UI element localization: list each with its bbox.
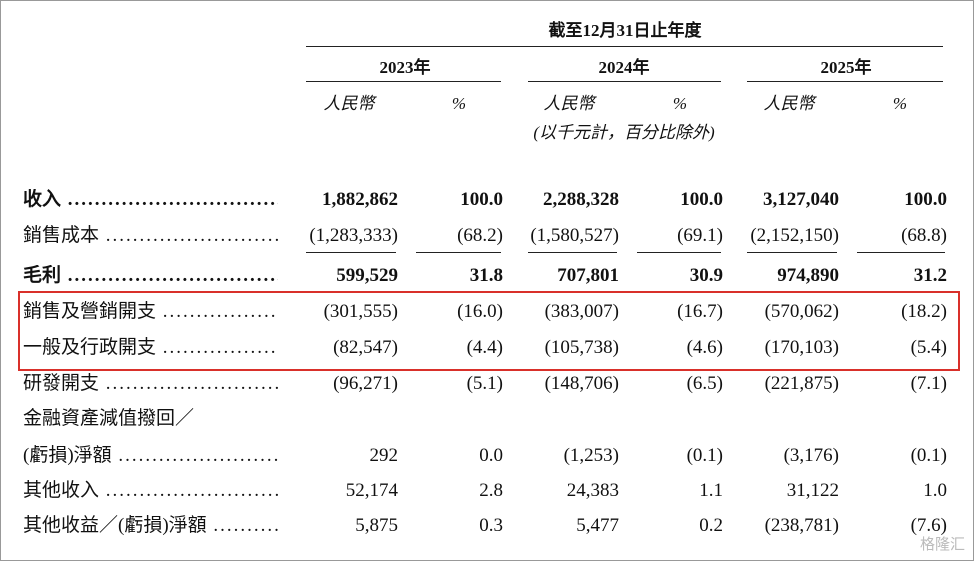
highlight-box: [18, 291, 960, 371]
rule: [416, 252, 501, 253]
cell: 0.0: [479, 445, 503, 466]
watermark: 格隆汇: [919, 535, 965, 553]
percent-header: %: [451, 94, 467, 113]
cell: (4.6): [686, 337, 723, 358]
rule: [747, 81, 943, 82]
cell: (6.5): [686, 373, 723, 394]
cell: (1,283,333): [309, 225, 398, 246]
cell: (2,152,150): [750, 225, 839, 246]
year-header: 2023年: [379, 58, 431, 77]
rule: [747, 252, 837, 253]
cell: (7.1): [910, 373, 947, 394]
cell: 24,383: [566, 480, 619, 501]
cell: 5,875: [355, 515, 398, 536]
cell: (16.0): [457, 301, 503, 322]
rule: [637, 252, 721, 253]
row-label: 毛利: [23, 265, 278, 287]
cell: 1,882,862: [322, 189, 398, 210]
year-header: 2025年: [820, 58, 872, 77]
cell: (4.4): [466, 337, 503, 358]
currency-header: 人民幣: [323, 94, 375, 113]
cell: 3,127,040: [763, 189, 839, 210]
cell: (105,738): [544, 337, 619, 358]
rule: [528, 81, 721, 82]
cell: (82,547): [333, 337, 398, 358]
cell: (7.6): [910, 515, 947, 536]
cell: 31.8: [469, 265, 503, 286]
row-label: 研發開支: [23, 373, 278, 395]
row-label: 一般及行政開支: [23, 337, 278, 359]
cell: (0.1): [686, 445, 723, 466]
cell: (5.4): [910, 337, 947, 358]
rule: [306, 252, 396, 253]
cell: (301,555): [323, 301, 398, 322]
cell: 2,288,328: [543, 189, 619, 210]
cell: (69.1): [677, 225, 723, 246]
cell: (16.7): [677, 301, 723, 322]
cell: 599,529: [336, 265, 398, 286]
cell: 30.9: [689, 265, 723, 286]
cell: 100.0: [460, 189, 503, 210]
unit-note: (以千元計，百分比除外): [533, 123, 715, 142]
row-label: 其他收益／(虧損)淨額: [23, 515, 278, 537]
cell: (3,176): [783, 445, 839, 466]
percent-header: %: [672, 94, 688, 113]
rule: [306, 46, 943, 47]
cell: 974,890: [777, 265, 839, 286]
cell: (5.1): [466, 373, 503, 394]
cell: (221,875): [764, 373, 839, 394]
rule: [306, 81, 501, 82]
rule: [528, 252, 617, 253]
cell: (0.1): [910, 445, 947, 466]
rule: [857, 252, 945, 253]
row-label: 銷售成本: [23, 225, 278, 247]
cell: (570,062): [764, 301, 839, 322]
cell: 0.2: [699, 515, 723, 536]
cell: 31.2: [913, 265, 947, 286]
currency-header: 人民幣: [543, 94, 595, 113]
year-header: 2024年: [598, 58, 650, 77]
cell: 0.3: [479, 515, 503, 536]
cell: (148,706): [544, 373, 619, 394]
row-label: 銷售及營銷開支: [23, 301, 278, 323]
row-label: 其他收入: [23, 480, 278, 502]
cell: 100.0: [904, 189, 947, 210]
cell: (18.2): [901, 301, 947, 322]
cell: 1.0: [923, 480, 947, 501]
cell: (238,781): [764, 515, 839, 536]
cell: 52,174: [345, 480, 398, 501]
cell: (96,271): [333, 373, 398, 394]
cell: 1.1: [699, 480, 723, 501]
cell: (68.8): [901, 225, 947, 246]
row-label: (虧損)淨額: [23, 445, 278, 467]
cell: (68.2): [457, 225, 503, 246]
percent-header: %: [892, 94, 908, 113]
cell: (383,007): [544, 301, 619, 322]
row-label: 金融資產減值撥回／: [23, 408, 195, 429]
cell: (170,103): [764, 337, 839, 358]
cell: (1,580,527): [530, 225, 619, 246]
cell: 5,477: [576, 515, 619, 536]
cell: 2.8: [479, 480, 503, 501]
cell: 31,122: [786, 480, 839, 501]
row-label: 收入: [23, 189, 278, 211]
cell: 292: [369, 445, 399, 466]
cell: 100.0: [680, 189, 723, 210]
cell: 707,801: [557, 265, 619, 286]
period-header: 截至12月31日止年度: [548, 21, 702, 40]
currency-header: 人民幣: [763, 94, 815, 113]
cell: (1,253): [563, 445, 619, 466]
